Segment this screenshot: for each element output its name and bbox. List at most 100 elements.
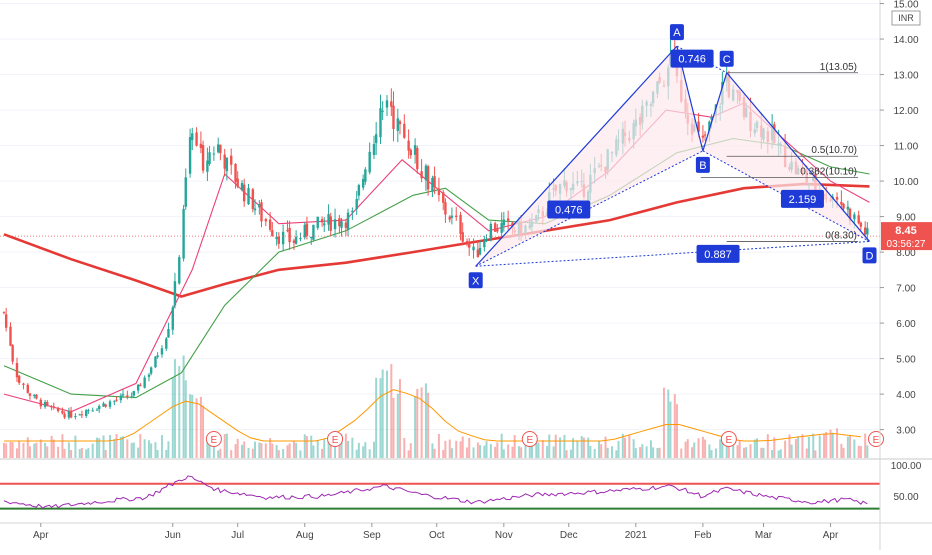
candle-body bbox=[11, 345, 14, 362]
volume-bar bbox=[173, 359, 176, 458]
earnings-marker-icon bbox=[327, 431, 344, 447]
price-tick-label: 13.00 bbox=[893, 71, 918, 82]
volume-bar bbox=[805, 448, 808, 458]
candle-body bbox=[444, 202, 447, 215]
time-tick-label: Nov bbox=[495, 530, 513, 541]
earnings-marker-label: E bbox=[873, 435, 880, 446]
candle-body bbox=[710, 116, 713, 120]
earnings-marker-label: E bbox=[526, 435, 533, 446]
volume-bar bbox=[327, 438, 330, 458]
candle-body bbox=[268, 219, 272, 230]
fib-level-label: 0(8.30) bbox=[825, 230, 857, 241]
volume-bar bbox=[98, 438, 101, 458]
candle-body bbox=[149, 367, 153, 374]
volume-bar bbox=[364, 442, 367, 458]
volume-bar bbox=[823, 433, 826, 458]
volume-bar bbox=[639, 447, 642, 458]
earnings-marker-label: E bbox=[332, 435, 339, 446]
pattern-point-a-label: A bbox=[673, 27, 681, 39]
candle-body bbox=[132, 390, 136, 396]
volume-bar bbox=[316, 440, 319, 458]
volume-bar bbox=[381, 369, 384, 458]
candle-body bbox=[859, 222, 863, 227]
volume-bar bbox=[102, 435, 105, 458]
volume-bar bbox=[864, 433, 867, 458]
volume-bar bbox=[669, 401, 672, 458]
volume-bar bbox=[178, 365, 181, 458]
volume-bar bbox=[502, 449, 505, 458]
volume-bar bbox=[840, 443, 843, 458]
candle-body bbox=[167, 329, 170, 338]
volume-bar bbox=[3, 442, 5, 458]
volume-bar bbox=[632, 439, 635, 458]
candle-body bbox=[502, 219, 506, 226]
candle-body bbox=[258, 204, 261, 208]
volume-bar bbox=[466, 447, 469, 458]
volume-bar bbox=[675, 404, 678, 458]
earnings-marker-icon bbox=[720, 431, 737, 447]
candle-body bbox=[448, 216, 451, 220]
candle-body bbox=[842, 203, 845, 209]
pattern-point-a-badge bbox=[669, 24, 684, 41]
candle-body bbox=[310, 236, 313, 239]
volume-bar bbox=[565, 450, 568, 458]
candle-body bbox=[455, 215, 458, 217]
volume-bar bbox=[351, 437, 354, 458]
volume-bar bbox=[347, 440, 350, 458]
volume-bar bbox=[385, 370, 388, 458]
candle-body bbox=[294, 236, 298, 244]
volume-bar bbox=[859, 446, 862, 458]
candle-body bbox=[292, 240, 296, 243]
volume-bar bbox=[85, 449, 88, 458]
volume-bar bbox=[398, 378, 401, 458]
volume-bar bbox=[195, 398, 198, 458]
volume-bar bbox=[39, 439, 42, 458]
candle-body bbox=[212, 153, 216, 155]
pattern-fill-bcd bbox=[702, 72, 870, 242]
volume-bar bbox=[455, 440, 458, 458]
price-tick-label: 4.00 bbox=[896, 390, 916, 401]
pattern-leg-bc bbox=[702, 72, 728, 152]
volume-bar bbox=[437, 433, 440, 458]
volume-bar bbox=[22, 442, 25, 458]
candle-body bbox=[433, 176, 436, 188]
volume-bar bbox=[275, 444, 278, 458]
volume-bar bbox=[247, 447, 250, 458]
pattern-point-x-label: X bbox=[472, 275, 480, 287]
volume-bar bbox=[738, 440, 741, 458]
candle-body bbox=[500, 223, 503, 233]
volume-bar bbox=[749, 444, 752, 458]
pattern-point-c-badge bbox=[719, 50, 734, 67]
price-tick-label: 10.00 bbox=[893, 177, 918, 188]
volume-bar bbox=[223, 434, 226, 458]
currency-label: INR bbox=[898, 13, 914, 23]
pattern-point-b-badge bbox=[695, 156, 710, 173]
volume-bar bbox=[563, 434, 566, 458]
volume-bar bbox=[277, 450, 280, 458]
volume-bar bbox=[305, 436, 308, 458]
volume-bar bbox=[206, 439, 209, 458]
volume-bar bbox=[409, 443, 412, 458]
earnings-marker-icon bbox=[205, 431, 222, 447]
candle-body bbox=[442, 192, 445, 203]
candle-body bbox=[28, 393, 32, 396]
volume-bar bbox=[496, 442, 499, 458]
volume-bar bbox=[260, 443, 263, 458]
volume-bar bbox=[199, 396, 202, 458]
volume-bar bbox=[109, 435, 112, 458]
volume-bar bbox=[396, 393, 399, 458]
candle-body bbox=[195, 132, 198, 146]
time-tick-label: Mar bbox=[755, 530, 773, 541]
volume-bar bbox=[392, 397, 395, 458]
last-price-label: 8.45 bbox=[895, 225, 916, 237]
volume-bar bbox=[656, 447, 659, 458]
volume-bar bbox=[379, 378, 382, 458]
candle-body bbox=[85, 410, 88, 416]
volume-bar bbox=[652, 447, 655, 458]
volume-bar bbox=[714, 448, 717, 458]
volume-bar bbox=[524, 436, 527, 458]
volume-bar bbox=[139, 434, 142, 458]
candle-body bbox=[277, 236, 280, 244]
time-tick-label: Aug bbox=[296, 530, 314, 541]
